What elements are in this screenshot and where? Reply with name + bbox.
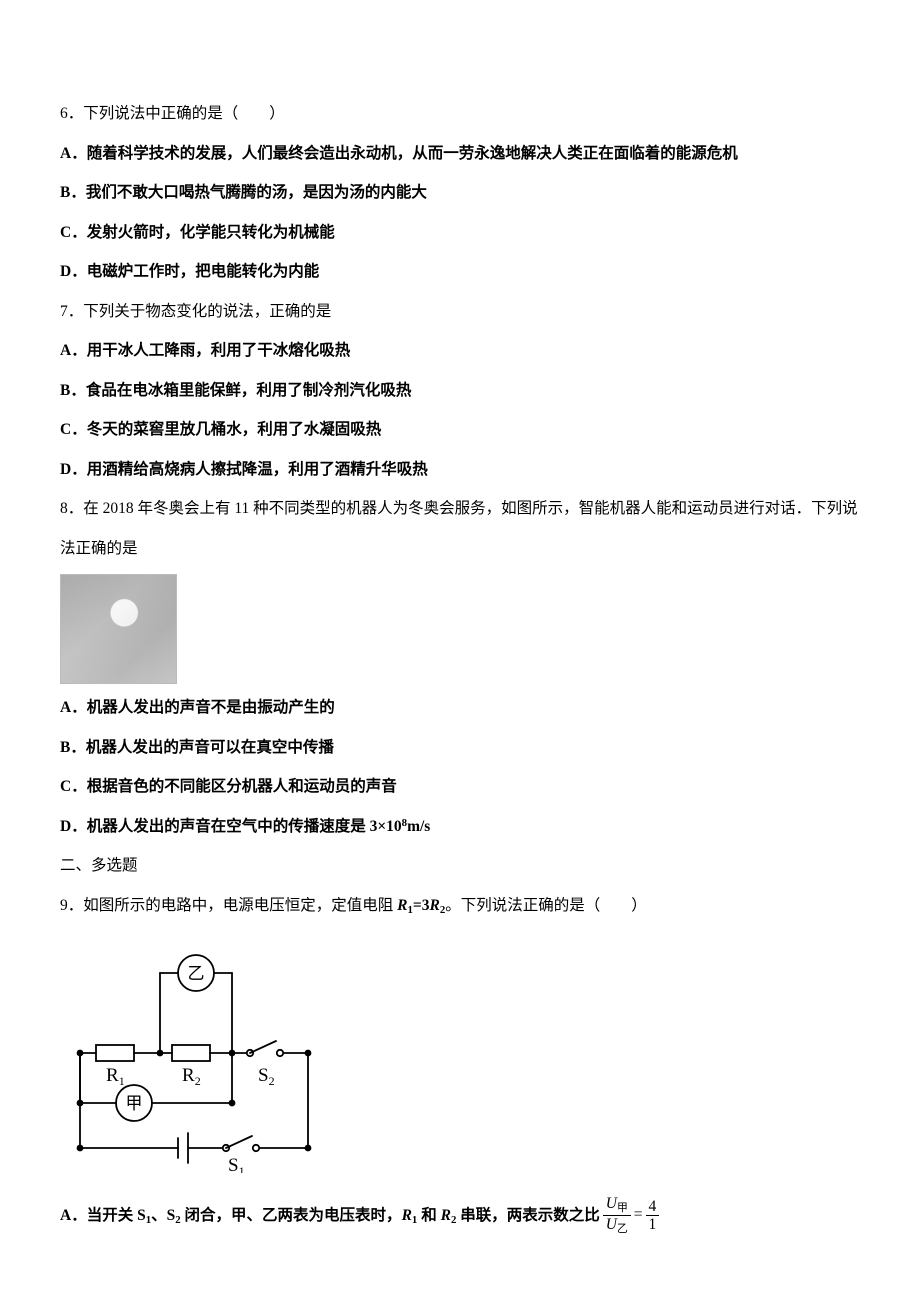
fraction-4-1: 4 1 [646, 1198, 660, 1233]
q6-option-d: D．电磁炉工作时，把电能转化为内能 [60, 252, 860, 292]
frac-num-U: U [606, 1195, 617, 1212]
q6-b-text: B．我们不敢大口喝热气腾腾的汤，是因为汤的内能大 [60, 184, 427, 201]
frac-den-sub: 乙 [617, 1223, 628, 1235]
q6-option-a: A．随着科学技术的发展，人们最终会造出永动机，从而一劳永逸地解决人类正在面临着的… [60, 134, 860, 174]
q6-d-text: D．电磁炉工作时，把电能转化为内能 [60, 263, 319, 280]
q6-option-c: C．发射火箭时，化学能只转化为机械能 [60, 213, 860, 253]
q6-option-b: B．我们不敢大口喝热气腾腾的汤，是因为汤的内能大 [60, 173, 860, 213]
q6-stem: 6．下列说法中正确的是（ ） [60, 94, 860, 134]
robot-image [60, 574, 177, 684]
q7-option-d: D．用酒精给高烧病人擦拭降温，利用了酒精升华吸热 [60, 450, 860, 490]
circuit-diagram: 乙 甲 R1 R2 S2 S1 [60, 933, 320, 1173]
q8-option-d: D．机器人发出的声音在空气中的传播速度是 3×108m/s [60, 807, 860, 847]
q7-stem: 7．下列关于物态变化的说法，正确的是 [60, 292, 860, 332]
fraction-U-ratio: U甲 U乙 [603, 1195, 631, 1236]
q7-option-b: B．食品在电冰箱里能保鲜，利用了制冷剂汽化吸热 [60, 371, 860, 411]
q7-d-text: D．用酒精给高烧病人擦拭降温，利用了酒精升华吸热 [60, 461, 428, 478]
section-2-heading: 二、多选题 [60, 846, 860, 886]
q7-option-c: C．冬天的菜窖里放几桶水，利用了水凝固吸热 [60, 410, 860, 450]
q7-a-text: A．用干冰人工降雨，利用了干冰熔化吸热 [60, 342, 350, 359]
q8-option-b: B．机器人发出的声音可以在真空中传播 [60, 728, 860, 768]
s1-label: S1 [228, 1155, 245, 1173]
q8-d-prefix: D．机器人发出的声音在空气中的传播速度是 3×10 [60, 818, 402, 835]
q9a-R1: R [402, 1207, 412, 1224]
q8-option-a: A．机器人发出的声音不是由振动产生的 [60, 688, 860, 728]
q8-a-text: A．机器人发出的声音不是由振动产生的 [60, 699, 335, 716]
q9-mid: =3 [413, 897, 430, 914]
q7-b-text: B．食品在电冰箱里能保鲜，利用了制冷剂汽化吸热 [60, 382, 411, 399]
meter-left-label: 甲 [126, 1094, 143, 1113]
frac2-den: 1 [646, 1216, 660, 1233]
frac-den-U: U [606, 1216, 617, 1233]
q9a-mid3: 和 [417, 1207, 440, 1224]
r2-label: R2 [182, 1065, 201, 1088]
q8-option-c: C．根据音色的不同能区分机器人和运动员的声音 [60, 767, 860, 807]
q8-d-suffix: m/s [407, 818, 430, 835]
q6-c-text: C．发射火箭时，化学能只转化为机械能 [60, 224, 335, 241]
meter-top-label: 乙 [188, 964, 205, 983]
frac2-num: 4 [646, 1198, 660, 1216]
q9a-mid1: 、S [151, 1207, 175, 1224]
q9a-mid4: 串联，两表示数之比 [456, 1207, 599, 1224]
q9-option-a: A．当开关 S1、S2 闭合，甲、乙两表为电压表时，R1 和 R2 串联，两表示… [60, 1195, 860, 1236]
r1-label: R1 [106, 1065, 125, 1088]
q8-stem: 8．在 2018 年冬奥会上有 11 种不同类型的机器人为冬奥会服务，如图所示，… [60, 489, 860, 568]
q8-b-text: B．机器人发出的声音可以在真空中传播 [60, 739, 334, 756]
q9-stem: 9．如图所示的电路中，电源电压恒定，定值电阻 R1=3R2。下列说法正确的是（ … [60, 886, 860, 926]
q7-option-a: A．用干冰人工降雨，利用了干冰熔化吸热 [60, 331, 860, 371]
q9-stem-prefix: 9．如图所示的电路中，电源电压恒定，定值电阻 [60, 897, 397, 914]
frac-num-sub: 甲 [617, 1202, 628, 1214]
q9-R2: R [430, 897, 440, 914]
eq-sign: = [634, 1206, 643, 1225]
q6-a-text: A．随着科学技术的发展，人们最终会造出永动机，从而一劳永逸地解决人类正在面临着的… [60, 145, 738, 162]
q9-stem-suffix: 。下列说法正确的是（ ） [445, 897, 647, 914]
q7-c-text: C．冬天的菜窖里放几桶水，利用了水凝固吸热 [60, 421, 381, 438]
s2-label: S2 [258, 1065, 275, 1088]
q9-R1: R [397, 897, 407, 914]
q9a-mid2: 闭合，甲、乙两表为电压表时， [181, 1207, 402, 1224]
q9a-prefix: A．当开关 S [60, 1207, 146, 1224]
exam-page: 6．下列说法中正确的是（ ） A．随着科学技术的发展，人们最终会造出永动机，从而… [0, 0, 920, 1302]
q9a-R2: R [441, 1207, 451, 1224]
q8-c-text: C．根据音色的不同能区分机器人和运动员的声音 [60, 778, 397, 795]
